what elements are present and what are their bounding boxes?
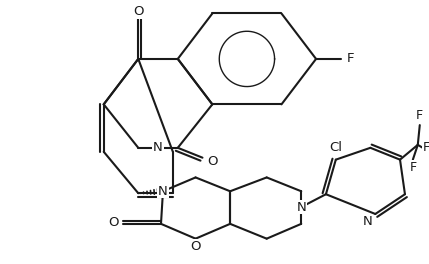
Text: O: O [133,5,144,18]
Text: N: N [363,215,372,228]
Text: Cl: Cl [329,141,342,154]
Text: O: O [109,216,119,229]
Text: N: N [296,201,306,214]
Text: F: F [423,141,429,154]
Text: N: N [158,185,168,198]
Text: F: F [409,161,417,174]
Text: O: O [190,240,201,253]
Text: O: O [207,155,218,168]
Text: N: N [153,141,163,154]
Text: F: F [416,109,423,122]
Text: F: F [347,53,354,65]
